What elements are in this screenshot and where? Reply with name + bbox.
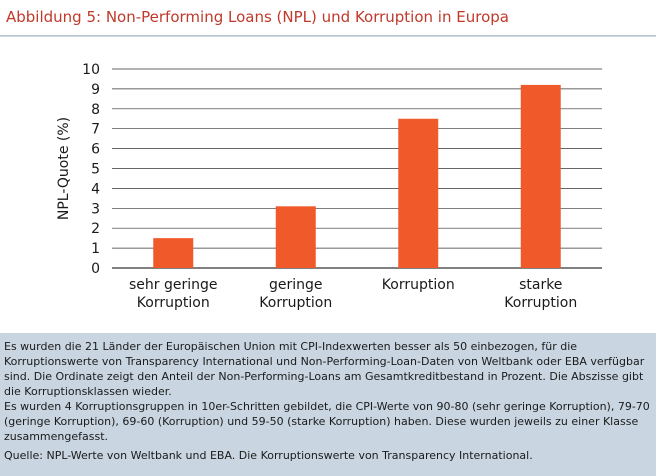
y-tick-label: 7 (91, 122, 100, 138)
y-tick-label: 1 (91, 241, 100, 257)
bar (275, 206, 316, 268)
y-tick-label: 3 (91, 201, 100, 217)
y-tick-label: 4 (91, 181, 100, 197)
x-tick-label: Korruption (137, 295, 210, 311)
notes: Es wurden die 21 Länder der Europäischen… (0, 339, 656, 463)
notes-groups: Es wurden 4 Korruptionsgruppen in 10er-S… (4, 400, 650, 443)
bar (520, 84, 561, 268)
y-axis-label: NPL-Quote (%) (56, 117, 72, 220)
x-tick-label: starke (519, 277, 562, 293)
y-tick-label: 6 (91, 142, 100, 158)
y-tick-label: 8 (91, 102, 100, 118)
bar (153, 238, 194, 268)
x-tick-label: Korruption (382, 277, 455, 293)
y-tick-label: 9 (91, 82, 100, 98)
y-tick-label: 5 (91, 162, 100, 178)
y-tick-label: 2 (91, 221, 100, 237)
chart-area: 0 1 2 3 4 5 6 7 8 9 10 NPL-Quote (%) sehr geringe Kor… (0, 37, 656, 333)
bar-chart: 0 1 2 3 4 5 6 7 8 9 10 NPL-Quote (%) sehr geringe Kor… (56, 62, 602, 311)
x-tick-label: Korruption (504, 295, 577, 311)
title-bar: Abbildung 5: Non-Performing Loans (NPL) … (0, 0, 656, 36)
source-note: Quelle: NPL-Werte von Weltbank und EBA. … (4, 449, 533, 462)
bar (398, 118, 439, 268)
notes-text: Es wurden die 21 Länder der Europäischen… (4, 340, 645, 398)
y-tick-label: 0 (91, 261, 100, 277)
x-tick-label: Korruption (259, 295, 332, 311)
x-tick-label: sehr geringe (129, 277, 218, 293)
chart-title: Abbildung 5: Non-Performing Loans (NPL) … (6, 8, 509, 26)
x-tick-label: geringe (269, 277, 323, 293)
y-tick-label: 10 (82, 62, 100, 78)
